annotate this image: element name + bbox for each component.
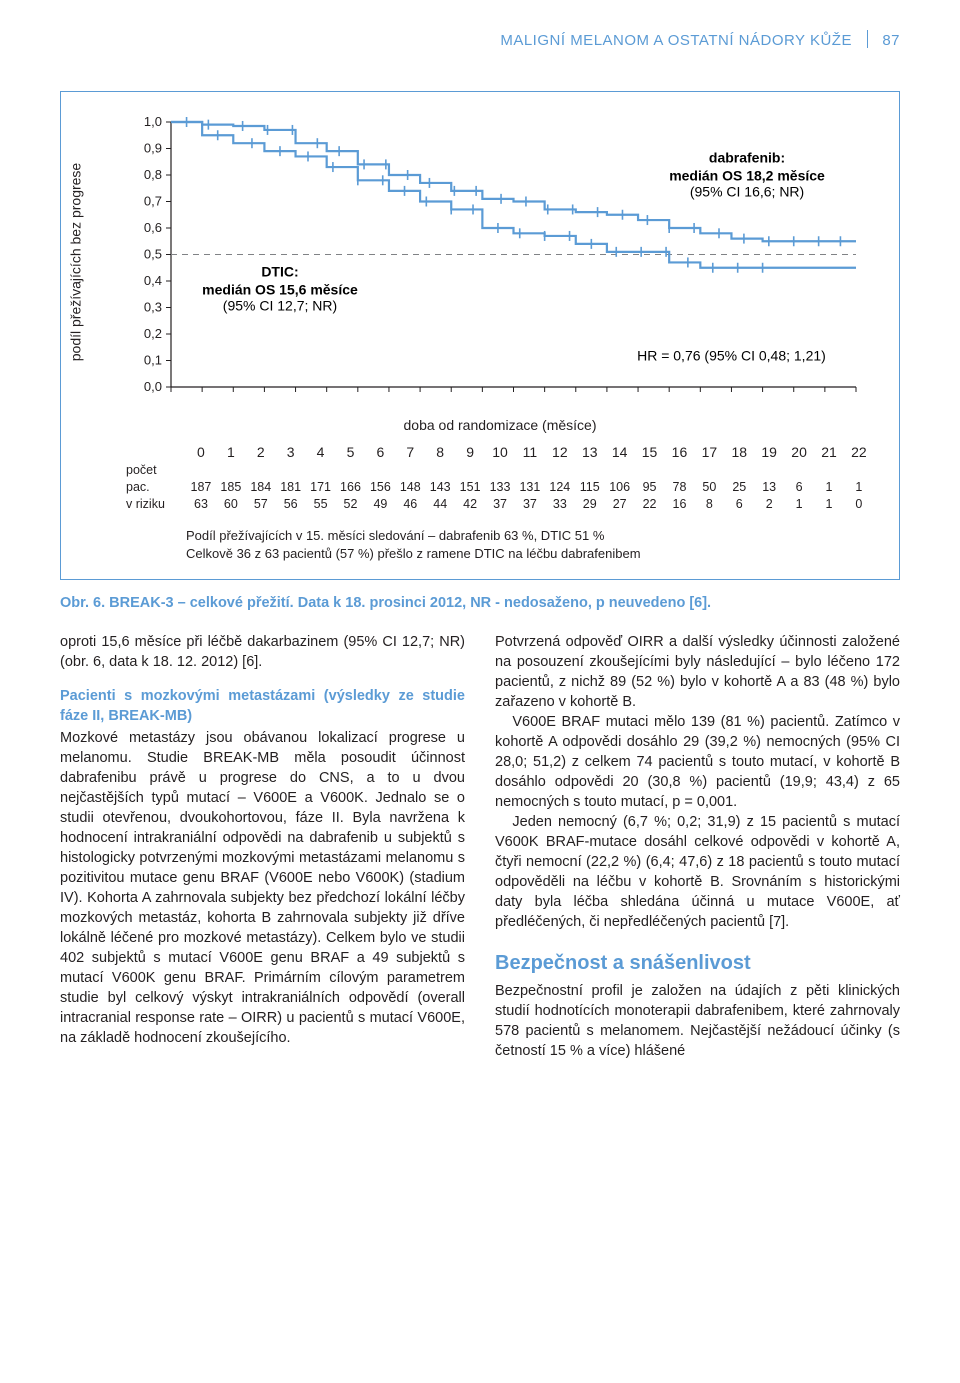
svg-text:0,3: 0,3 (144, 300, 162, 315)
risk-cell: 6 (724, 496, 754, 513)
figure-note-line2: Celkově 36 z 63 pacientů (57 %) přešlo z… (186, 545, 874, 563)
risk-cell: 78 (665, 479, 695, 496)
x-axis-label: doba od randomizace (měsíce) (126, 416, 874, 435)
right-p2: V600E BRAF mutaci mělo 139 (81 %) pacien… (495, 712, 900, 812)
body-columns: oproti 15,6 měsíce při léčbě dakarbazine… (60, 632, 900, 1062)
left-subhead: Pacienti s mozkovými metastázami (výsled… (60, 686, 465, 726)
risk-cell: 1 (814, 479, 844, 496)
risk-cell: 124 (545, 479, 575, 496)
risk-row-label: pac. (126, 479, 186, 496)
figure-note: Podíl přežívajících v 15. měsíci sledová… (186, 527, 874, 563)
risk-cell: 143 (425, 479, 455, 496)
km-svg: 0,0 0,1 0,2 0,3 0,4 0,5 0,6 0,7 0,8 0,9 1,0 DTIC: me… (126, 112, 866, 412)
svg-text:dabrafenib:: dabrafenib: (709, 150, 785, 166)
risk-cell: 185 (216, 479, 246, 496)
risk-cell: 22 (635, 496, 665, 513)
risk-cell: 115 (575, 479, 605, 496)
svg-text:0,8: 0,8 (144, 167, 162, 182)
figure-box: podíl přežívajících bez progrese 0,00,10… (60, 91, 900, 580)
risk-cell: 29 (575, 496, 605, 513)
svg-text:0,4: 0,4 (144, 273, 162, 288)
left-p1: oproti 15,6 měsíce při léčbě dakarbazine… (60, 632, 465, 672)
risk-cell: 106 (605, 479, 635, 496)
svg-text:0,7: 0,7 (144, 194, 162, 209)
risk-cell: 42 (455, 496, 485, 513)
risk-row-label: v riziku (126, 496, 186, 513)
risk-cell: 37 (485, 496, 515, 513)
svg-text:(95% CI 16,6; NR): (95% CI 16,6; NR) (690, 184, 804, 200)
svg-text:(95% CI 12,7; NR): (95% CI 12,7; NR) (223, 298, 337, 314)
header-page: 87 (882, 32, 900, 49)
risk-cell: 27 (605, 496, 635, 513)
header-title: MALIGNÍ MELANOM A OSTATNÍ NÁDORY KŮŽE (500, 32, 852, 49)
risk-cell: 16 (665, 496, 695, 513)
right-p4: Bezpečnostní profil je založen na údajíc… (495, 981, 900, 1061)
left-p2: Mozkové metastázy jsou obávanou lokaliza… (60, 728, 465, 1048)
risk-cell: 1 (784, 496, 814, 513)
risk-cell: 46 (395, 496, 425, 513)
risk-cell: 156 (365, 479, 395, 496)
risk-cell: 13 (754, 479, 784, 496)
risk-cell: 187 (186, 479, 216, 496)
figure-note-line1: Podíl přežívajících v 15. měsíci sledová… (186, 527, 874, 545)
figure-caption: Obr. 6. BREAK-3 – celkové přežití. Data … (60, 594, 900, 614)
risk-cell: 37 (515, 496, 545, 513)
header-divider (867, 30, 868, 48)
risk-cell: 181 (276, 479, 306, 496)
km-chart: podíl přežívajících bez progrese 0,00,10… (86, 112, 874, 412)
risk-cell: 44 (425, 496, 455, 513)
risk-cell: 2 (754, 496, 784, 513)
risk-cell: 33 (545, 496, 575, 513)
risk-cell: 133 (485, 479, 515, 496)
risk-table: 012345678910111213141516171819202122 poč… (126, 443, 874, 513)
risk-cell: 166 (336, 479, 366, 496)
y-axis-label: podíl přežívajících bez progrese (67, 163, 86, 361)
risk-cell: 63 (186, 496, 216, 513)
svg-text:DTIC:: DTIC: (261, 264, 298, 280)
right-column: Potvrzená odpověď OIRR a další výsledky … (495, 632, 900, 1062)
svg-text:0,6: 0,6 (144, 220, 162, 235)
svg-text:HR = 0,76 (95% CI 0,48; 1,21): HR = 0,76 (95% CI 0,48; 1,21) (637, 348, 826, 364)
risk-cell: 56 (276, 496, 306, 513)
risk-cell: 95 (635, 479, 665, 496)
risk-cell: 184 (246, 479, 276, 496)
risk-cell: 55 (306, 496, 336, 513)
svg-text:0,0: 0,0 (144, 379, 162, 394)
svg-text:0,5: 0,5 (144, 247, 162, 262)
svg-text:1,0: 1,0 (144, 114, 162, 129)
right-p1: Potvrzená odpověď OIRR a další výsledky … (495, 632, 900, 712)
svg-text:0,9: 0,9 (144, 141, 162, 156)
right-section-head: Bezpečnost a snášenlivost (495, 950, 900, 978)
risk-cell: 50 (694, 479, 724, 496)
risk-cell: 0 (844, 496, 874, 513)
risk-cell: 151 (455, 479, 485, 496)
svg-text:0,1: 0,1 (144, 353, 162, 368)
risk-cell: 1 (814, 496, 844, 513)
risk-cell: 57 (246, 496, 276, 513)
svg-text:medián OS 18,2 měsíce: medián OS 18,2 měsíce (669, 168, 825, 184)
left-column: oproti 15,6 měsíce při léčbě dakarbazine… (60, 632, 465, 1062)
risk-cell: 148 (395, 479, 425, 496)
risk-cell: 6 (784, 479, 814, 496)
risk-cell: 131 (515, 479, 545, 496)
risk-cell: 8 (694, 496, 724, 513)
risk-table-header: počet (126, 462, 186, 479)
risk-cell: 52 (336, 496, 366, 513)
svg-text:0,2: 0,2 (144, 326, 162, 341)
risk-cell: 171 (306, 479, 336, 496)
svg-text:medián OS 15,6 měsíce: medián OS 15,6 měsíce (202, 282, 358, 298)
right-p3: Jeden nemocný (6,7 %; 0,2; 31,9) z 15 pa… (495, 812, 900, 932)
risk-cell: 49 (365, 496, 395, 513)
running-header: MALIGNÍ MELANOM A OSTATNÍ NÁDORY KŮŽE 87 (60, 30, 900, 51)
risk-cell: 60 (216, 496, 246, 513)
risk-cell: 25 (724, 479, 754, 496)
risk-cell: 1 (844, 479, 874, 496)
